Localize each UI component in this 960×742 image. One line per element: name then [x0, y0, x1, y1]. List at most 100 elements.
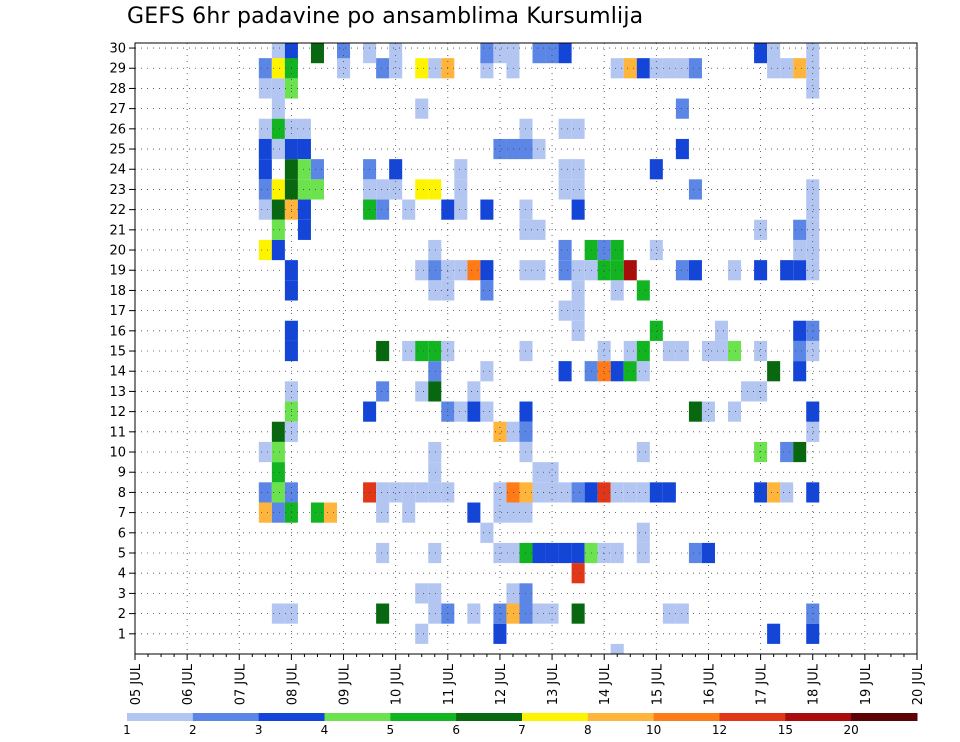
heat-cell: [532, 603, 546, 624]
heat-cell: [376, 58, 390, 79]
y-tick-label: 4: [118, 567, 126, 582]
heat-cell: [454, 179, 468, 200]
colorbar-segment: [324, 713, 391, 721]
heat-cell: [258, 118, 272, 139]
y-tick-label: 20: [109, 244, 126, 259]
colorbar-label: 5: [387, 723, 395, 737]
heat-cell: [806, 43, 820, 64]
heat-cell: [793, 219, 807, 240]
heat-cell: [415, 583, 429, 604]
heat-cell: [649, 320, 663, 341]
y-tick-label: 9: [118, 466, 126, 481]
heat-cell: [271, 421, 285, 442]
heat-cell: [493, 421, 507, 442]
colorbar-segment: [653, 713, 720, 721]
heat-cell: [636, 361, 650, 382]
colorbar-segment: [785, 713, 852, 721]
heat-cell: [402, 340, 416, 362]
heat-cell: [571, 199, 585, 220]
y-tick-label: 25: [109, 143, 126, 158]
colorbar-segment: [587, 713, 655, 721]
heat-cell: [767, 58, 781, 79]
heat-cell: [558, 361, 572, 382]
y-tick-label: 23: [109, 183, 126, 198]
heat-cell: [636, 522, 650, 543]
heat-cell: [506, 603, 520, 624]
heat-cell: [532, 138, 546, 160]
heat-cell: [597, 260, 611, 281]
heat-cell: [675, 138, 689, 160]
y-tick-label: 7: [118, 506, 126, 521]
heat-cell: [767, 361, 781, 382]
heat-cell: [558, 300, 572, 321]
heat-cell: [297, 179, 311, 200]
heat-cell: [271, 118, 285, 139]
heat-cell: [415, 623, 429, 644]
heat-cell: [415, 179, 429, 200]
colorbar-label: 3: [255, 723, 263, 737]
y-tick-label: 15: [109, 345, 126, 360]
heat-cell: [636, 542, 650, 564]
heat-cell: [571, 179, 585, 200]
heat-cell: [428, 462, 442, 483]
heat-cell: [610, 58, 624, 79]
heat-cell: [428, 482, 442, 503]
heat-cell: [636, 482, 650, 503]
heat-cell: [806, 401, 820, 422]
heat-cell: [636, 280, 650, 301]
heat-cell: [688, 401, 702, 422]
colorbar-label: 20: [844, 723, 859, 737]
heat-cell: [258, 199, 272, 220]
heat-cell: [649, 482, 663, 503]
y-tick-label: 5: [118, 547, 126, 562]
heat-cell: [780, 482, 794, 503]
colorbar-segment: [851, 713, 918, 721]
heat-cell: [506, 138, 520, 160]
heat-cell: [558, 542, 572, 564]
heat-cell: [454, 159, 468, 180]
heat-cell: [806, 260, 820, 281]
colorbar-segment: [456, 713, 523, 721]
heat-cell: [532, 482, 546, 503]
x-tick-label: 13 JUL: [546, 663, 561, 705]
heat-cell: [754, 260, 768, 281]
heat-cell: [480, 199, 494, 220]
y-tick-label: 11: [109, 425, 126, 440]
grid-layer: [135, 43, 917, 654]
heat-cell: [271, 179, 285, 200]
heat-cell: [532, 542, 546, 564]
y-tick-label: 27: [109, 102, 126, 117]
heat-cell: [610, 260, 624, 281]
colorbar-label: 12: [712, 723, 727, 737]
heat-cell: [297, 138, 311, 160]
heat-cell: [363, 43, 377, 64]
heat-cell: [506, 482, 520, 503]
chart-title: GEFS 6hr padavine po ansamblima Kursumli…: [127, 4, 644, 29]
heat-cell: [571, 300, 585, 321]
heat-cell: [649, 58, 663, 79]
heat-cell: [493, 43, 507, 64]
y-tick-label: 22: [109, 203, 126, 218]
heat-cell: [258, 441, 272, 463]
colorbar-segment: [258, 713, 325, 721]
colorbar-segment: [192, 713, 260, 721]
y-tick-label: 8: [118, 486, 126, 501]
y-tick-label: 1: [118, 627, 126, 642]
x-tick-label: 14 JUL: [598, 663, 613, 705]
y-tick-label: 30: [109, 42, 126, 57]
heat-cell: [780, 58, 794, 79]
heat-cell: [597, 340, 611, 362]
heat-cell: [610, 361, 624, 382]
heat-cell: [623, 482, 637, 503]
heat-cell: [297, 199, 311, 220]
heat-cell: [571, 320, 585, 341]
colorbar-label: 6: [452, 723, 460, 737]
heat-cell: [258, 502, 272, 523]
heat-cell: [415, 381, 429, 402]
heat-cell: [415, 58, 429, 79]
heat-cell: [454, 199, 468, 220]
heat-cell: [376, 199, 390, 220]
heat-cell: [675, 603, 689, 624]
heat-cell: [428, 381, 442, 402]
y-tick-label: 29: [109, 62, 126, 77]
